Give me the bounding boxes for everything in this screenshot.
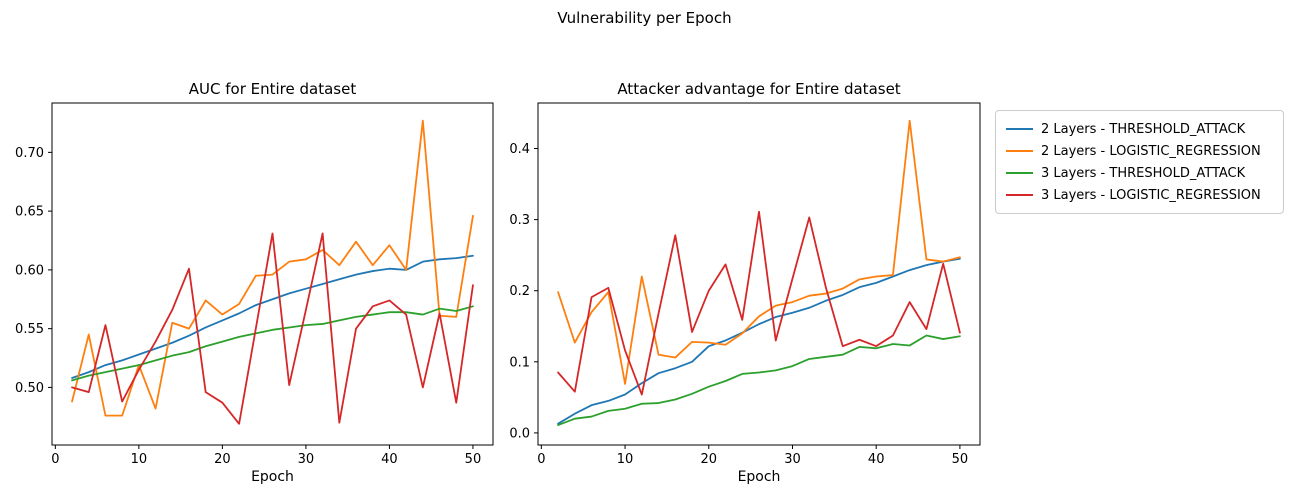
x-tick-label: 30 — [784, 452, 801, 467]
x-tick-label: 20 — [214, 452, 231, 467]
legend-line-swatch — [1006, 172, 1033, 174]
series-line-3-layers-threshold-attack — [557, 334, 961, 426]
legend-item-3-layers-logistic-regression: 3 Layers - LOGISTIC_REGRESSION — [1006, 184, 1274, 206]
series-line-2-layers-logistic-regression — [71, 119, 474, 417]
x-tick-label: 0 — [51, 452, 59, 467]
legend-item-2-layers-threshold-attack: 2 Layers - THRESHOLD_ATTACK — [1006, 118, 1274, 140]
legend-label: 3 Layers - THRESHOLD_ATTACK — [1041, 165, 1246, 181]
y-tick-label: 0.70 — [15, 146, 44, 161]
x-tick-label: 10 — [617, 452, 634, 467]
axes-spines — [537, 102, 981, 446]
series-line-3-layers-logistic-regression — [71, 232, 474, 425]
legend-label: 2 Layers - LOGISTIC_REGRESSION — [1041, 143, 1261, 159]
y-tick-label: 0.50 — [15, 381, 44, 396]
y-tick-label: 0.55 — [15, 322, 44, 337]
x-tick-label: 20 — [700, 452, 717, 467]
y-tick-label: 0.60 — [15, 263, 44, 278]
x-tick-label: 40 — [381, 452, 398, 467]
legend-line-swatch — [1006, 194, 1033, 196]
y-tick-label: 0.65 — [15, 205, 44, 220]
x-tick-label: 50 — [465, 452, 482, 467]
x-axis-label: Epoch — [738, 469, 781, 485]
series-line-3-layers-threshold-attack — [71, 305, 474, 382]
figure-suptitle: Vulnerability per Epoch — [557, 9, 732, 27]
y-tick-label: 0.0 — [509, 426, 530, 441]
x-tick-label: 0 — [537, 452, 545, 467]
series-line-2-layers-threshold-attack — [557, 257, 961, 425]
legend-line-swatch — [1006, 150, 1033, 152]
series-line-2-layers-logistic-regression — [557, 119, 961, 385]
y-tick-label: 0.2 — [509, 284, 530, 299]
subplot-auc-for-entire-dataset: AUC for Entire dataset 0 10 20 30 40 50 0.50 0.5… — [15, 80, 494, 485]
x-tick-label: 30 — [298, 452, 315, 467]
legend-line-swatch — [1006, 128, 1033, 130]
x-tick-label: 40 — [868, 452, 885, 467]
legend-item-2-layers-logistic-regression: 2 Layers - LOGISTIC_REGRESSION — [1006, 140, 1274, 162]
x-axis-label: Epoch — [251, 469, 294, 485]
subplot-attacker-advantage-for-entire-dataset: Attacker advantage for Entire dataset 0 10… — [509, 80, 981, 485]
x-tick-label: 10 — [131, 452, 148, 467]
series-line-3-layers-logistic-regression — [557, 210, 961, 396]
axes-spines — [51, 102, 494, 446]
legend-label: 2 Layers - THRESHOLD_ATTACK — [1041, 121, 1246, 137]
x-tick-label: 50 — [952, 452, 969, 467]
legend-label: 3 Layers - LOGISTIC_REGRESSION — [1041, 187, 1261, 203]
legend-box: 2 Layers - THRESHOLD_ATTACK 2 Layers - LO… — [995, 110, 1284, 214]
subplot-title: AUC for Entire dataset — [189, 80, 357, 98]
y-tick-label: 0.3 — [509, 213, 530, 228]
y-tick-label: 0.4 — [509, 142, 530, 157]
subplot-title: Attacker advantage for Entire dataset — [617, 80, 900, 98]
y-tick-label: 0.1 — [509, 355, 530, 370]
legend-item-3-layers-threshold-attack: 3 Layers - THRESHOLD_ATTACK — [1006, 162, 1274, 184]
